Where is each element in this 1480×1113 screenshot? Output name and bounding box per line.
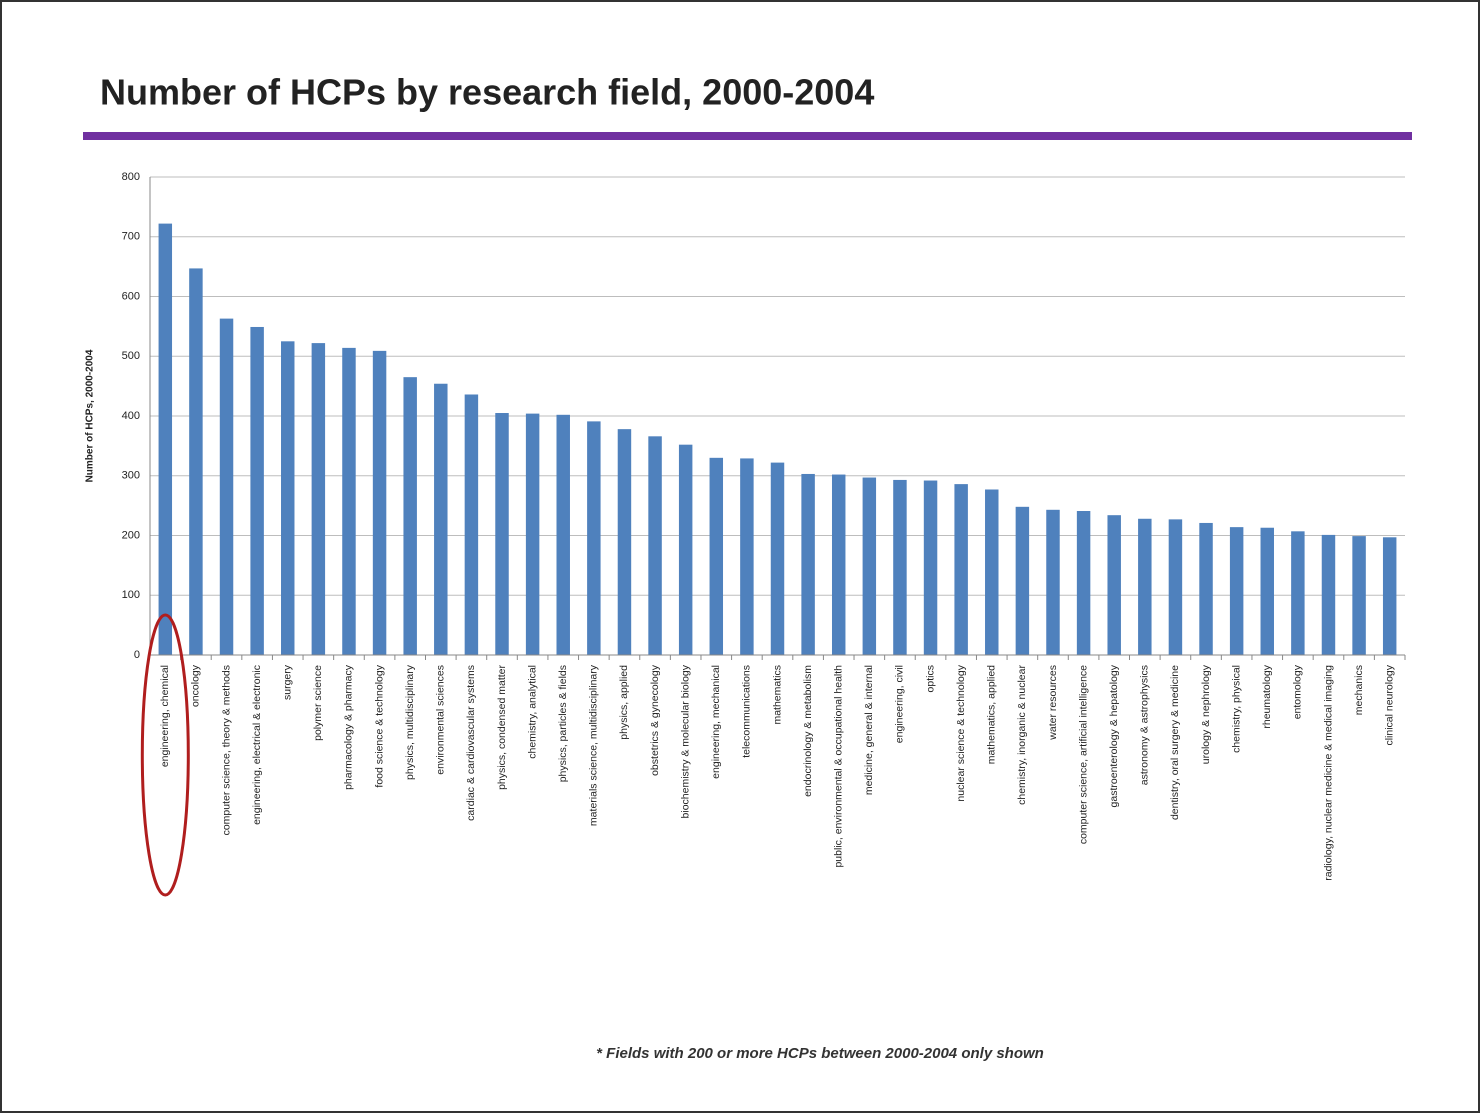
- bar: [1015, 506, 1030, 655]
- bar: [1168, 519, 1183, 655]
- x-tick-label: engineering, mechanical: [710, 665, 722, 779]
- bar: [1046, 509, 1060, 655]
- bar: [1229, 527, 1244, 655]
- bar: [403, 377, 417, 655]
- y-axis-label: Number of HCPs, 2000-2004: [85, 349, 96, 482]
- x-tick-label: rheumatology: [1261, 664, 1273, 728]
- x-tick-label: polymer science: [312, 665, 324, 741]
- bar: [1138, 518, 1152, 655]
- y-tick-label: 0: [134, 649, 140, 661]
- y-tick-label: 300: [122, 470, 140, 482]
- x-tick-label: cardiac & cardiovascular systems: [465, 665, 477, 821]
- x-tick-label: computer science, artificial intelligenc…: [1077, 665, 1089, 844]
- x-tick-label: food science & technology: [373, 664, 385, 787]
- bar: [158, 223, 173, 656]
- x-tick-label: physics, condensed matter: [496, 665, 508, 790]
- bar: [250, 326, 264, 655]
- bar: [525, 413, 540, 655]
- x-tick-label: entomology: [1292, 664, 1304, 719]
- bar: [342, 347, 356, 655]
- x-tick-label: materials science, multidisciplinary: [588, 664, 600, 826]
- bar: [1291, 531, 1305, 655]
- x-tick-label: astronomy & astrophysics: [1139, 665, 1151, 785]
- bar: [372, 350, 387, 655]
- bar: [678, 444, 693, 655]
- bar: [1199, 522, 1213, 655]
- bar: [954, 484, 968, 655]
- y-tick-label: 600: [122, 290, 140, 302]
- bar: [1107, 515, 1121, 655]
- bar: [556, 414, 570, 655]
- x-tick-label: gastroenterology & hepatology: [1108, 664, 1120, 807]
- x-tick-label: engineering, civil: [894, 665, 906, 743]
- x-tick-label: oncology: [190, 664, 202, 707]
- bar: [189, 268, 203, 655]
- x-tick-label: endocrinology & metabolism: [802, 665, 814, 797]
- x-tick-label: obstetrics & gynecology: [649, 664, 661, 776]
- x-tick-label: physics, particles & fields: [557, 665, 569, 782]
- x-tick-label: physics, applied: [618, 665, 630, 740]
- bar: [831, 474, 846, 655]
- y-tick-label: 500: [122, 350, 140, 362]
- x-tick-label: nuclear science & technology: [955, 664, 967, 801]
- bar: [219, 318, 234, 655]
- bar: [709, 457, 724, 655]
- x-tick-label: environmental sciences: [435, 665, 447, 775]
- y-tick-label: 100: [122, 589, 140, 601]
- bar: [770, 462, 785, 655]
- x-tick-label: optics: [924, 665, 936, 692]
- x-tick-label: telecommunications: [741, 665, 753, 758]
- bar: [1382, 537, 1397, 655]
- bar: [985, 489, 999, 655]
- bar: [923, 480, 938, 655]
- bar: [464, 394, 479, 655]
- bar: [1260, 527, 1274, 655]
- title-rule: [83, 132, 1412, 140]
- bar: [801, 473, 815, 655]
- y-tick-label: 200: [122, 529, 140, 541]
- bar: [648, 436, 662, 655]
- x-tick-label: computer science, theory & methods: [220, 665, 232, 835]
- x-tick-label: surgery: [282, 664, 294, 700]
- x-tick-label: mechanics: [1353, 665, 1365, 715]
- x-tick-label: mathematics: [771, 665, 783, 725]
- x-tick-label: water resources: [1047, 665, 1059, 741]
- x-tick-label: mathematics, applied: [986, 665, 998, 764]
- bar: [311, 343, 326, 655]
- x-tick-label: chemistry, inorganic & nuclear: [1016, 665, 1028, 805]
- x-tick-label: pharmacology & pharmacy: [343, 664, 355, 790]
- y-tick-label: 400: [122, 410, 140, 422]
- bar: [495, 413, 509, 655]
- bar: [1352, 536, 1366, 655]
- bar: [587, 421, 601, 655]
- bar: [434, 383, 448, 655]
- x-tick-label: physics, multidisciplinary: [404, 664, 416, 780]
- bar: [281, 341, 295, 655]
- bar: [1076, 511, 1091, 655]
- x-tick-label: engineering, chemical: [159, 665, 171, 767]
- y-tick-label: 700: [122, 231, 140, 243]
- bar: [740, 458, 754, 655]
- x-tick-label: urology & nephrology: [1200, 664, 1212, 764]
- x-tick-label: medicine, general & internal: [863, 665, 875, 795]
- bar: [862, 477, 877, 655]
- x-tick-label: radiology, nuclear medicine & medical im…: [1322, 665, 1334, 881]
- x-tick-label: public, environmental & occupational hea…: [833, 665, 845, 868]
- chart-title: Number of HCPs by research field, 2000-2…: [100, 72, 874, 113]
- bar: [1321, 534, 1336, 655]
- y-tick-label: 800: [122, 171, 140, 183]
- x-tick-label: dentistry, oral surgery & medicine: [1169, 665, 1181, 820]
- footnote: * Fields with 200 or more HCPs between 2…: [596, 1045, 1044, 1062]
- highlight-ellipse: [140, 613, 190, 897]
- bar: [617, 429, 632, 655]
- x-tick-label: chemistry, physical: [1230, 665, 1242, 753]
- x-tick-label: biochemistry & molecular biology: [679, 664, 691, 818]
- x-tick-label: engineering, electrical & electronic: [251, 665, 263, 825]
- x-tick-label: clinical neurology: [1383, 664, 1395, 745]
- bar: [893, 479, 907, 655]
- x-tick-label: chemistry, analytical: [526, 665, 538, 759]
